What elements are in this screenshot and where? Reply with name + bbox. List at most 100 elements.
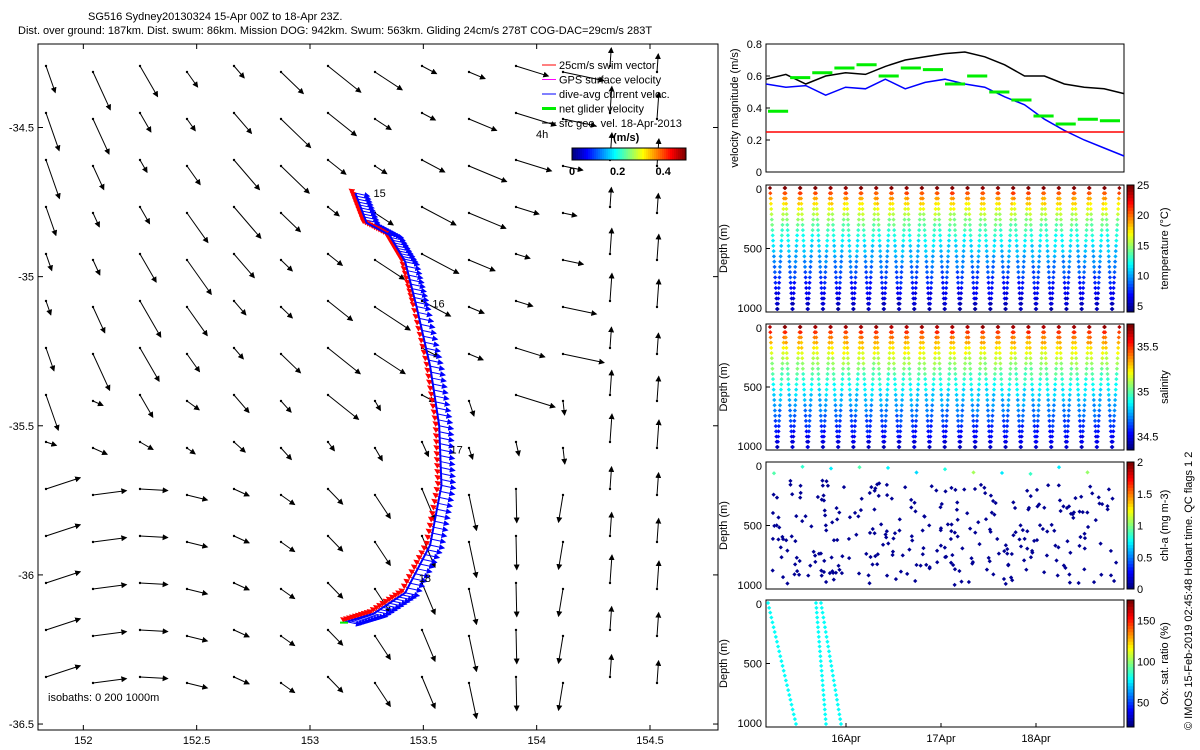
chlorophyll-colorbar-cell bbox=[1127, 541, 1134, 546]
profile-point bbox=[806, 439, 811, 444]
chl-point bbox=[784, 538, 789, 543]
chl-point bbox=[776, 537, 781, 542]
profile-point bbox=[867, 439, 872, 444]
chl-point bbox=[971, 470, 976, 475]
profile-point bbox=[955, 280, 961, 285]
credit-text: © IMOS 15-Feb-2019 02:45:48 Hobart time.… bbox=[1183, 452, 1195, 730]
chl-point bbox=[898, 569, 904, 574]
profile-point bbox=[791, 301, 796, 306]
salinity-colorbar-cell bbox=[1127, 434, 1134, 438]
profile-point bbox=[1103, 345, 1109, 350]
dac-vector bbox=[386, 604, 402, 611]
profile-point bbox=[840, 233, 845, 238]
profile-point bbox=[982, 356, 987, 361]
profile-point bbox=[816, 233, 821, 238]
profile-point bbox=[794, 387, 799, 392]
dac-vector bbox=[440, 466, 456, 473]
profile-point bbox=[1029, 371, 1034, 377]
profile-point bbox=[1004, 291, 1009, 296]
profile-point bbox=[999, 377, 1004, 382]
profile-point bbox=[795, 361, 800, 366]
profile-point bbox=[838, 408, 843, 413]
profile-point bbox=[909, 264, 914, 270]
chl-point bbox=[1061, 504, 1066, 509]
oxygen-point bbox=[823, 629, 828, 635]
profile-point bbox=[795, 222, 800, 227]
profile-point bbox=[1007, 238, 1012, 243]
profile-point bbox=[939, 403, 945, 408]
profile-point bbox=[992, 233, 998, 238]
profile-point bbox=[794, 233, 800, 238]
chl-point bbox=[948, 560, 954, 565]
profile-point bbox=[844, 335, 849, 340]
profile-point bbox=[916, 377, 921, 382]
profile-point bbox=[824, 243, 830, 248]
oxygen-point bbox=[768, 610, 773, 615]
profile-point bbox=[872, 201, 878, 206]
map-x-tick-label: 153 bbox=[301, 735, 319, 747]
profile-point bbox=[1089, 356, 1094, 361]
profile-point bbox=[878, 254, 883, 259]
dac-vector bbox=[419, 317, 435, 324]
profile-point bbox=[1031, 270, 1036, 275]
profile-point bbox=[917, 217, 922, 222]
profile-point bbox=[1078, 291, 1083, 296]
profile-point bbox=[871, 227, 876, 233]
geo-velocity-arrow bbox=[608, 653, 615, 678]
profile-point bbox=[1099, 233, 1104, 238]
chl-point bbox=[866, 573, 871, 578]
profile-point bbox=[1059, 222, 1064, 227]
geo-velocity-arrow bbox=[513, 676, 520, 712]
chl-point bbox=[987, 559, 992, 564]
profile-point bbox=[839, 259, 844, 264]
profile-point bbox=[928, 424, 934, 429]
profile-point bbox=[1085, 212, 1090, 217]
profile-point bbox=[924, 254, 929, 259]
profile-point bbox=[1113, 254, 1118, 259]
profile-point bbox=[1096, 424, 1101, 429]
chl-point bbox=[909, 534, 914, 539]
profile-point bbox=[807, 280, 812, 285]
profile-point bbox=[854, 397, 859, 403]
profile-point bbox=[1035, 429, 1040, 434]
profile-point bbox=[1029, 382, 1035, 387]
profile-point bbox=[955, 413, 960, 418]
chl-point bbox=[1021, 558, 1027, 563]
profile-point bbox=[1053, 371, 1058, 377]
profile-point bbox=[825, 366, 830, 371]
profile-point bbox=[822, 413, 828, 418]
profile-point bbox=[945, 270, 950, 275]
profile-point bbox=[944, 424, 949, 429]
profile-point bbox=[894, 270, 899, 275]
profile-point bbox=[1103, 196, 1108, 201]
profile-point bbox=[773, 291, 779, 296]
profile-point bbox=[913, 291, 918, 296]
profile-point bbox=[899, 270, 904, 275]
colorbar-cell bbox=[624, 148, 627, 160]
oxygen-point bbox=[838, 717, 843, 722]
profile-point bbox=[834, 429, 840, 434]
chl-point bbox=[1028, 493, 1033, 499]
profile-point bbox=[810, 227, 815, 233]
profile-point bbox=[1021, 270, 1026, 275]
profile-point bbox=[803, 280, 809, 285]
profile-point bbox=[781, 201, 786, 206]
profile-point bbox=[1027, 345, 1033, 350]
profile-point bbox=[962, 238, 967, 243]
profile-point bbox=[849, 418, 854, 424]
profile-point bbox=[907, 233, 912, 238]
profile-point bbox=[780, 366, 785, 371]
profile-point bbox=[802, 403, 808, 408]
profile-point bbox=[997, 212, 1002, 217]
swim-vector bbox=[382, 598, 390, 605]
profile-point bbox=[997, 340, 1002, 345]
profile-point bbox=[1060, 392, 1066, 397]
profile-point bbox=[1024, 212, 1029, 217]
profile-point bbox=[891, 356, 896, 361]
profile-point bbox=[966, 206, 972, 212]
geo-velocity-arrow bbox=[374, 400, 381, 412]
temperature-colorbar-cell bbox=[1127, 242, 1134, 246]
profile-point bbox=[843, 324, 849, 330]
profile-point bbox=[788, 413, 793, 418]
geo-velocity-arrow bbox=[608, 85, 615, 114]
